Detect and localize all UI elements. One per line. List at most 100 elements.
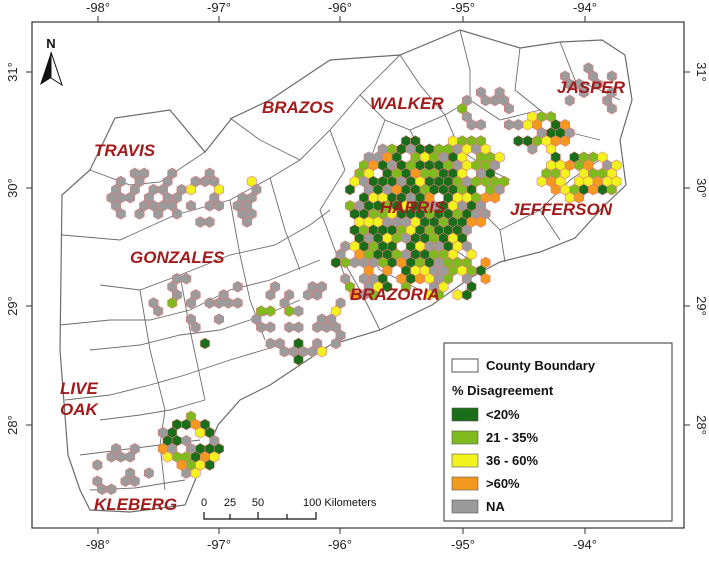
hexagon-cell <box>527 143 538 155</box>
hexagon-cell <box>186 200 196 212</box>
north-arrow-label: N <box>46 36 55 51</box>
county-label-live-oak-line1: LIVE <box>60 379 98 398</box>
hexagon-cell <box>265 305 276 317</box>
scale-label-100: 100 Kilometers <box>303 497 377 509</box>
longitude-labels: -98° -97° -96° -95° -94° -98° -97° -96° … <box>86 0 597 552</box>
hexagon-cell <box>279 345 290 358</box>
hexagon-cell <box>307 345 318 358</box>
hexagon-cell <box>190 321 201 334</box>
hexagon-cell <box>153 208 164 220</box>
county-label-walker: WALKER <box>370 94 444 113</box>
north-arrow: N <box>40 36 63 87</box>
county-label-travis: TRAVIS <box>94 141 156 160</box>
hexagon-cell <box>316 345 327 358</box>
hexagon-cell <box>232 297 243 309</box>
hexagon-cell <box>592 78 603 91</box>
latitude-labels: 31° 30° 29° 28° 31° 30° 29° 28° <box>5 62 709 435</box>
hexagon-cell <box>200 337 210 350</box>
hexagon-cell <box>232 281 243 293</box>
hexagon-cell <box>461 289 472 301</box>
hexagon-cell <box>550 183 561 196</box>
legend-boundary-swatch <box>451 358 479 373</box>
county-label-jefferson: JEFFERSON <box>510 200 613 219</box>
hexagon-cell <box>186 297 196 309</box>
hexagon-cell <box>284 305 295 317</box>
hexagon-cell <box>97 483 108 496</box>
hexagon-cell <box>214 313 224 325</box>
hexagon-cell <box>597 183 608 196</box>
hexagon-cell <box>564 94 575 107</box>
hexagon-cell <box>242 216 252 228</box>
scale-bar: 0 25 50 100 Kilometers <box>201 497 377 520</box>
hexagon-cell <box>480 94 491 107</box>
lon-tick-label: -97° <box>207 537 231 552</box>
county-label-jasper: JASPER <box>557 78 626 97</box>
hexagon-cell <box>265 321 276 334</box>
lon-tick-label: -95° <box>451 0 475 15</box>
lon-tick-label: -94° <box>573 537 597 552</box>
legend-swatch-na <box>451 499 479 514</box>
legend-swatch-gt60 <box>451 476 479 491</box>
north-arrow-icon <box>40 52 51 85</box>
hexagon-cell <box>560 135 570 147</box>
county-labels: TRAVIS GONZALES BRAZOS WALKER JASPER HAR… <box>60 78 626 514</box>
hexagon-cell <box>181 418 192 431</box>
hexagon-cell <box>489 94 500 107</box>
hexagon-cell <box>340 256 351 269</box>
hexagon-cell <box>186 183 196 196</box>
lat-tick-label: 29° <box>694 296 709 316</box>
hexagon-cell <box>513 135 524 147</box>
county-label-gonzales: GONZALES <box>130 248 225 267</box>
hexagon-cell <box>167 297 178 309</box>
legend-label-gt60: >60% <box>486 476 520 491</box>
lat-tick-label: 31° <box>5 62 20 82</box>
hexagon-cell <box>475 216 486 228</box>
scale-label-0: 0 <box>201 497 207 509</box>
hexagon-cell <box>606 70 617 82</box>
hexagon-cell <box>129 475 140 487</box>
lon-tick-label: -96° <box>328 0 352 15</box>
hexagon-cell <box>349 256 360 269</box>
hexagon-cell <box>153 305 164 317</box>
hexagon-cell <box>92 459 103 471</box>
hexagon-cell <box>223 297 234 309</box>
hexagon-cell <box>606 102 617 115</box>
lon-tick-label: -96° <box>328 537 352 552</box>
hexagon-cell <box>475 119 486 131</box>
hexagon-cell <box>125 191 136 204</box>
hexagon-cell <box>522 119 533 131</box>
legend-swatch-21to35 <box>451 430 479 445</box>
hexagon-cell <box>204 216 215 228</box>
legend-label-lt20: <20% <box>486 407 520 422</box>
hexagon-cell <box>330 256 341 269</box>
hexagon-cell <box>195 426 206 439</box>
lat-tick-label: 28° <box>5 415 20 435</box>
hexagon-cell <box>106 451 117 463</box>
hexagon-cell <box>513 119 524 131</box>
legend-label-21to35: 21 - 35% <box>486 430 538 445</box>
hexagon-cell <box>489 191 500 204</box>
hexagon-cell <box>466 119 477 131</box>
legend-label-na: NA <box>486 499 505 514</box>
hexagon-cell <box>256 321 267 334</box>
hexagon-cell <box>312 289 323 301</box>
county-label-brazos: BRAZOS <box>262 98 334 117</box>
hexagon-cell <box>195 216 206 228</box>
legend-swatch-36to60 <box>451 453 479 468</box>
lon-tick-label: -97° <box>207 0 231 15</box>
hexagon-cell <box>368 289 379 301</box>
hexagon-cell <box>171 208 182 220</box>
hexagon-cell <box>125 451 136 463</box>
hexagon-cell <box>345 183 355 196</box>
scale-label-25: 25 <box>224 497 236 509</box>
hexagon-cell <box>415 272 426 285</box>
hexagon-cell <box>321 321 332 334</box>
hexagon-cell <box>120 475 131 487</box>
legend-swatch-lt20 <box>451 407 479 422</box>
lon-tick-label: -94° <box>573 0 597 15</box>
hexagon-cell <box>115 208 126 220</box>
lat-tick-label: 29° <box>5 296 20 316</box>
hexagon-cell <box>606 183 617 196</box>
lat-tick-label: 31° <box>694 62 709 82</box>
